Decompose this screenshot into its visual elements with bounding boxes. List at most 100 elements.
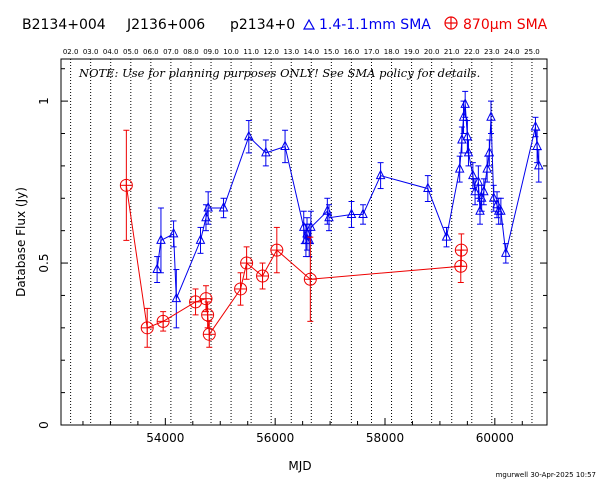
data-point <box>458 111 469 121</box>
data-point <box>454 163 465 173</box>
top-tick-label: 25.0 <box>524 48 540 56</box>
data-point <box>168 227 179 238</box>
legend-series2: 870μm SMA <box>444 16 548 33</box>
data-point <box>152 263 162 274</box>
planning-note: NOTE: Use for planning purposes ONLY! Se… <box>78 66 480 80</box>
x-axis: 54000 56000 58000 60000 <box>82 418 523 445</box>
plot-credit: mgurwell 30-Apr-2025 10:57 <box>496 471 596 479</box>
data-point <box>244 130 254 141</box>
top-tick-label: 02.0 <box>63 48 79 56</box>
data-point <box>423 182 433 193</box>
data-point <box>202 327 216 341</box>
data-point <box>140 321 154 335</box>
data-point <box>488 192 499 202</box>
data-point <box>468 169 478 180</box>
data-point <box>270 243 284 257</box>
data-point <box>533 159 544 170</box>
top-tick-label: 04.0 <box>103 48 119 56</box>
data-point <box>463 146 474 157</box>
top-tick-label: 17.0 <box>364 48 380 56</box>
top-tick-label: 20.0 <box>424 48 440 56</box>
y-axis-label: Database Flux (Jy) <box>14 187 28 297</box>
source-name-2: J2136+006 <box>126 17 205 33</box>
x-tick-label: 58000 <box>366 431 404 445</box>
plot-frame <box>60 58 548 426</box>
data-point <box>475 205 485 215</box>
top-tick-label: 14.0 <box>304 48 320 56</box>
data-point <box>261 146 271 157</box>
data-point <box>156 314 170 328</box>
data-point <box>358 208 368 218</box>
x-tick-label: 56000 <box>256 431 294 445</box>
data-point <box>454 243 468 257</box>
top-tick-label: 05.0 <box>123 48 139 56</box>
y-axis: 00.51 <box>37 68 547 429</box>
x-axis-label: MJD <box>288 459 311 473</box>
data-point <box>304 234 315 244</box>
top-tick-label: 15.0 <box>324 48 340 56</box>
data-point <box>306 221 316 231</box>
data-point <box>501 247 511 257</box>
data-point <box>496 205 506 215</box>
source-name-3: p2134+0 <box>230 17 295 33</box>
top-tick-label: 11.0 <box>243 48 259 56</box>
top-tick-label: 22.0 <box>464 48 480 56</box>
data-point <box>203 201 213 212</box>
top-tick-label: 07.0 <box>163 48 179 56</box>
data-point <box>441 231 452 241</box>
top-tick-label: 23.0 <box>484 48 500 56</box>
top-tick-label: 12.0 <box>263 48 279 56</box>
y-tick-label: 1 <box>37 97 51 105</box>
data-point <box>218 201 229 212</box>
data-point <box>324 211 334 222</box>
data-point <box>201 211 211 222</box>
data-point <box>302 227 312 238</box>
top-tick-label: 03.0 <box>83 48 99 56</box>
data-point <box>530 120 541 131</box>
data-point <box>492 198 502 209</box>
data-point <box>199 292 213 306</box>
legend-series2-label: 870μm SMA <box>463 17 548 33</box>
data-point <box>484 146 495 157</box>
source-name-1: B2134+004 <box>22 17 106 33</box>
data-point <box>346 208 357 218</box>
top-tick-label: 16.0 <box>344 48 360 56</box>
series-870um <box>119 129 468 348</box>
data-point <box>473 175 484 186</box>
x-tick-label: 54000 <box>146 431 184 445</box>
data-point <box>234 282 248 296</box>
data-point <box>454 259 468 273</box>
legend-series1: 1.4-1.1mm SMA <box>302 17 431 33</box>
data-point <box>375 169 386 180</box>
y-tick-label: 0.5 <box>37 254 51 273</box>
top-tick-label: 24.0 <box>504 48 520 56</box>
data-point <box>532 140 542 150</box>
year-gridlines <box>70 59 533 425</box>
data-point <box>119 178 133 192</box>
data-point <box>460 98 470 108</box>
x-tick-label: 60000 <box>476 431 514 445</box>
data-point <box>476 192 487 202</box>
top-tick-label: 13.0 <box>283 48 299 56</box>
data-point <box>195 234 206 244</box>
data-point <box>201 308 215 322</box>
data-point <box>486 111 496 121</box>
series-line <box>156 104 540 299</box>
top-tick-label: 09.0 <box>203 48 219 56</box>
data-point <box>156 234 166 244</box>
top-tick-label: 19.0 <box>404 48 420 56</box>
data-point <box>303 272 317 286</box>
data-point <box>322 205 333 215</box>
top-tick-label: 06.0 <box>143 48 159 56</box>
data-point <box>462 130 473 141</box>
y-tick-label: 0 <box>37 421 51 429</box>
data-point <box>189 295 203 309</box>
top-tick-label: 10.0 <box>223 48 239 56</box>
legend-series1-label: 1.4-1.1mm SMA <box>319 17 431 33</box>
series-1mm <box>152 90 544 329</box>
legend-triangle-icon <box>302 18 316 30</box>
top-axis: 02.0 03.0 04.0 05.0 06.0 07.0 08.0 09.0 10.0 11.0… <box>63 48 540 56</box>
top-tick-label: 08.0 <box>183 48 199 56</box>
top-tick-label: 21.0 <box>444 48 460 56</box>
